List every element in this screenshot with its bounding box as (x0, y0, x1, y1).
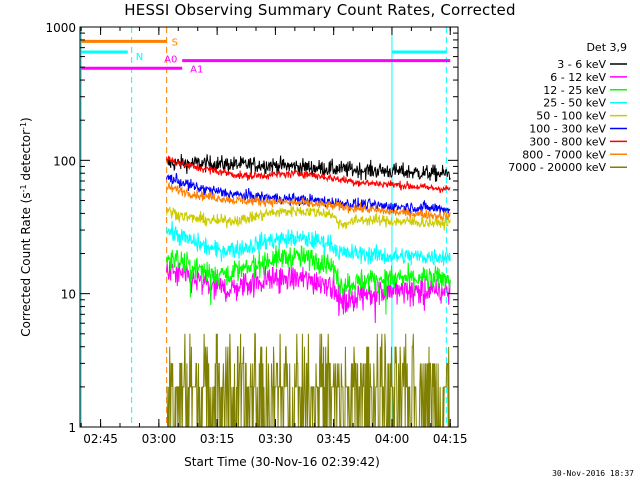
y-tick-label-0: 1 (68, 421, 76, 435)
y-tick-label-2: 100 (53, 154, 76, 168)
y-tick-label-3: 1000 (45, 21, 76, 35)
flag-bars: S N A0 A1 (81, 37, 451, 75)
chart-title: HESSI Observing Summary Count Rates, Cor… (124, 1, 516, 19)
x-tick-label-1: 03:00 (142, 432, 177, 446)
legend-label-4: 50 - 100 keV (536, 110, 606, 123)
series-line-6 (166, 155, 451, 194)
legend-label-6: 300 - 800 keV (529, 135, 606, 148)
series-line-8 (166, 333, 451, 428)
legend-label-2: 12 - 25 keV (543, 84, 606, 97)
x-tick-label-3: 03:30 (258, 432, 293, 446)
x-tick-label-2: 03:15 (200, 432, 235, 446)
legend-label-5: 100 - 300 keV (529, 123, 606, 136)
series-layer (166, 153, 451, 428)
series-line-2 (166, 245, 451, 315)
y-tick-label-1: 10 (61, 288, 76, 302)
series-line-4 (166, 204, 451, 231)
x-axis-label: Start Time (30-Nov-16 02:39:42) (184, 455, 380, 469)
axes: 02:45 03:00 03:15 03:30 03:45 04:00 04:15 1 10 10… (45, 21, 467, 446)
plot-frame (79, 26, 459, 428)
series-line-3 (166, 220, 451, 267)
flag-label-4: A1 (190, 64, 203, 75)
x-tick-label-4: 03:45 (316, 432, 351, 446)
series-line-0 (166, 153, 451, 182)
x-tick-label-6: 04:15 (433, 432, 468, 446)
y-axis-label: Corrected Count Rate (s-1 detector-1) (19, 117, 34, 336)
flag-label-3: A0 (164, 55, 177, 66)
legend-label-3: 25 - 50 keV (543, 97, 606, 110)
flag-label-0: S (172, 37, 178, 48)
legend-label-8: 7000 - 20000 keV (508, 161, 606, 174)
x-tick-label-5: 04:00 (375, 432, 410, 446)
x-tick-label-0: 02:45 (83, 432, 118, 446)
series-line-7 (166, 181, 451, 221)
legend-label-1: 6 - 12 keV (550, 71, 606, 84)
print-timestamp: 30-Nov-2016 18:37 (552, 469, 634, 478)
legend-title: Det 3,9 (586, 41, 627, 54)
legend-label-0: 3 - 6 keV (557, 58, 606, 71)
flag-label-1: N (136, 52, 143, 63)
legend-label-7: 800 - 7000 keV (522, 148, 606, 161)
